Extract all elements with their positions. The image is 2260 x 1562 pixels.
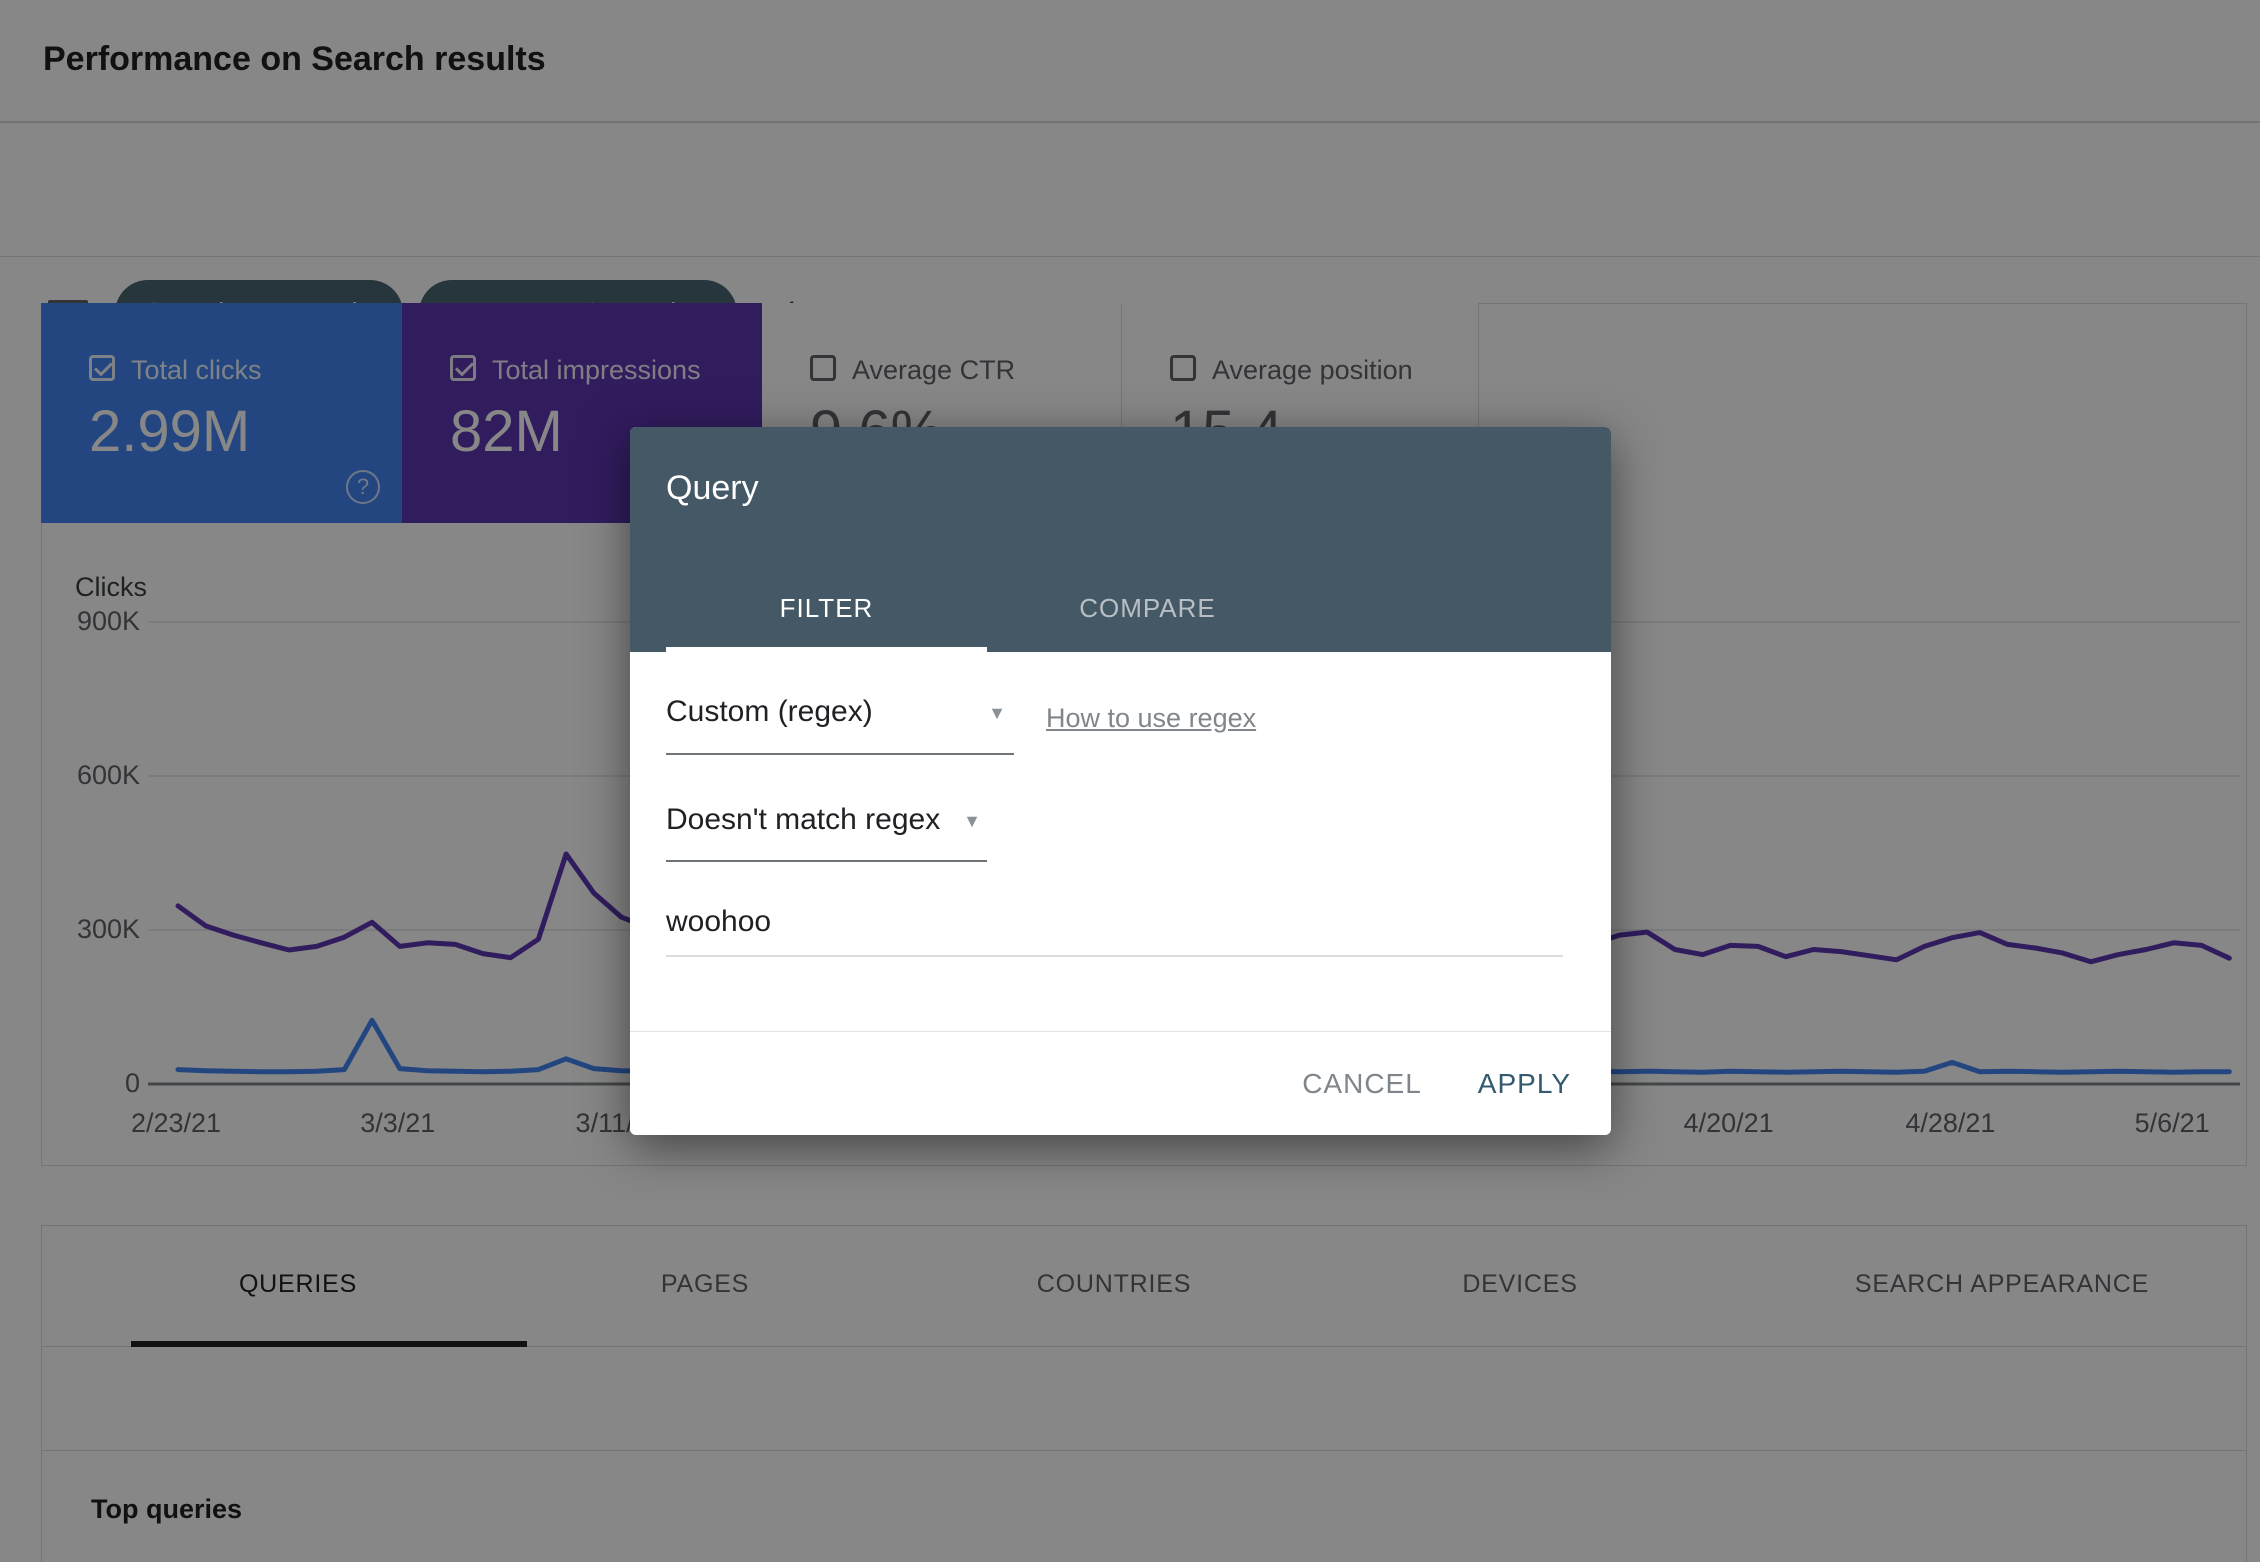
average-position-checkbox[interactable] [1170,355,1196,381]
title-bar: Performance on Search results [0,0,2260,123]
match-type-value: Doesn't match regex [666,803,941,836]
x-axis-tick: 5/6/21 [2134,1108,2210,1138]
field-underline [666,753,1014,755]
average-ctr-checkbox[interactable] [810,355,836,381]
y-axis-tick: 0 [124,1068,140,1098]
tab-countries[interactable]: COUNTRIES [1036,1270,1192,1298]
x-axis-tick: 2/23/21 [130,1108,222,1138]
top-queries-column-header: Top queries [91,1494,243,1524]
field-underline [666,860,987,862]
filter-type-value: Custom (regex) [666,695,873,728]
total-clicks-tile[interactable]: Total clicks 2.99M ? [41,303,402,523]
tab-queries[interactable]: QUERIES [238,1270,358,1298]
dialog-tab-filter[interactable]: FILTER [779,592,874,623]
help-icon[interactable]: ? [346,470,380,504]
tab-search-appearance[interactable]: SEARCH APPEARANCE [1854,1270,2150,1298]
total-impressions-label: Total impressions [492,355,701,385]
regex-value-text: woohoo [666,905,772,938]
total-clicks-checkbox[interactable] [89,355,115,381]
y-axis-tick: 300K [76,914,140,944]
average-position-label: Average position [1212,355,1413,385]
table-header-divider [42,1450,2246,1451]
dialog-header: Query FILTER COMPARE [630,427,1611,652]
page-title: Performance on Search results [43,40,546,78]
total-impressions-checkbox[interactable] [450,355,476,381]
dropdown-caret-icon: ▼ [963,811,981,831]
total-impressions-value: 82M [450,399,563,464]
filter-type-dropdown[interactable]: Custom (regex) ▼ [666,695,1014,755]
dimension-tab-bar [41,1225,2247,1347]
average-ctr-label: Average CTR [852,355,1016,385]
dialog-active-tab-indicator [666,647,987,652]
query-filter-dialog: Query FILTER COMPARE Custom (regex) ▼ Ho… [630,427,1611,1135]
regex-help-link[interactable]: How to use regex [1046,703,1257,733]
dimensions-card [41,1225,2247,1562]
tab-pages[interactable]: PAGES [660,1270,750,1298]
match-type-dropdown[interactable]: Doesn't match regex ▼ [666,803,987,862]
y-axis-tick: 900K [76,606,140,636]
apply-button[interactable]: APPLY [1477,1067,1571,1099]
y-axis-tick: 600K [76,760,140,790]
cancel-button[interactable]: CANCEL [1302,1067,1422,1099]
dialog-tab-bar: FILTER COMPARE [666,564,1308,652]
field-underline [666,955,1563,957]
dialog-tab-compare[interactable]: COMPARE [1079,592,1216,623]
dialog-footer: CANCEL APPLY [630,1032,1611,1135]
regex-value-input[interactable]: woohoo [666,905,1563,957]
x-axis-tick: 3/3/21 [360,1108,436,1138]
x-axis-tick: 4/20/21 [1683,1108,1774,1138]
dropdown-caret-icon: ▼ [988,703,1006,723]
tab-devices[interactable]: DEVICES [1462,1270,1578,1298]
y-axis-title: Clicks [75,572,147,602]
total-clicks-value: 2.99M [89,399,251,464]
active-tab-indicator [131,1341,527,1347]
x-axis-tick: 4/28/21 [1905,1108,1996,1138]
dialog-title: Query [666,469,759,507]
total-clicks-label: Total clicks [131,355,262,385]
